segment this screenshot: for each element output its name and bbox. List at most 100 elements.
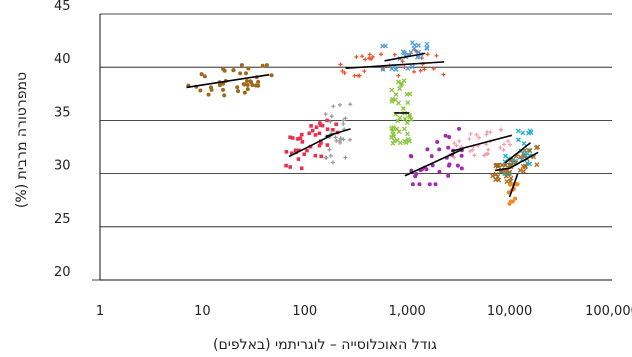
data-point — [452, 155, 457, 160]
data-point — [256, 83, 261, 88]
data-point — [380, 66, 386, 72]
data-point — [310, 128, 315, 133]
data-point — [202, 74, 207, 79]
trend-line — [508, 173, 519, 198]
data-point — [298, 136, 303, 141]
data-point — [299, 166, 304, 171]
data-point — [328, 153, 333, 158]
data-point — [209, 87, 214, 92]
data-point — [397, 115, 403, 121]
data-point — [242, 90, 247, 95]
data-point — [417, 182, 422, 187]
data-point — [447, 134, 452, 139]
data-point — [330, 160, 335, 165]
data-point — [340, 69, 345, 74]
data-point — [288, 165, 293, 169]
data-point — [360, 54, 365, 59]
data-point — [488, 130, 493, 135]
data-point — [325, 127, 330, 131]
data-point — [437, 169, 442, 174]
data-point — [242, 82, 247, 87]
data-point — [437, 147, 442, 152]
data-point — [338, 136, 343, 141]
data-point — [338, 62, 343, 67]
data-point — [390, 128, 396, 134]
data-point — [406, 138, 412, 144]
data-point — [329, 114, 334, 119]
data-point — [393, 66, 399, 72]
x-tick-label: 100 — [292, 304, 317, 319]
y-tick-label: 25 — [54, 212, 71, 227]
data-point — [431, 66, 436, 71]
data-point — [246, 66, 251, 71]
data-point — [455, 163, 460, 168]
data-point — [390, 141, 396, 146]
data-point — [222, 93, 227, 98]
data-point — [424, 45, 430, 51]
data-point — [498, 145, 503, 150]
data-point — [324, 155, 329, 160]
data-point — [400, 105, 406, 111]
y-tick-label: 30 — [54, 159, 71, 174]
data-point — [459, 166, 464, 171]
data-point — [446, 173, 451, 178]
data-point — [427, 182, 432, 187]
data-point — [221, 67, 226, 72]
data-point — [331, 128, 335, 132]
data-point — [470, 147, 475, 152]
data-point — [341, 121, 346, 126]
data-point — [362, 69, 367, 74]
data-point — [533, 145, 539, 151]
data-point — [457, 126, 462, 131]
data-point — [290, 136, 295, 140]
y-axis-title: טמפרטורה מרבית (%) — [14, 72, 30, 208]
data-point — [399, 81, 405, 87]
data-point — [416, 49, 422, 55]
data-point — [401, 126, 407, 132]
data-point — [217, 83, 222, 88]
data-point — [245, 87, 250, 92]
data-point — [238, 71, 243, 76]
data-point — [337, 102, 342, 107]
data-point — [236, 89, 241, 94]
data-point — [328, 119, 333, 124]
data-point — [288, 135, 292, 140]
data-point — [338, 140, 343, 145]
data-point — [313, 133, 318, 137]
data-point — [367, 56, 372, 61]
data-point — [411, 46, 417, 52]
data-point — [284, 163, 288, 168]
data-point — [369, 57, 374, 62]
data-point — [248, 79, 253, 84]
y-tick-label: 20 — [54, 265, 71, 280]
data-point — [405, 131, 410, 137]
data-point — [412, 42, 418, 48]
y-tick-label: 45 — [54, 0, 71, 14]
data-point — [370, 54, 375, 59]
data-point — [354, 54, 359, 59]
data-point — [206, 92, 211, 97]
data-point — [342, 70, 347, 75]
data-point — [507, 182, 512, 187]
data-point — [534, 162, 540, 168]
x-tick-label: 10 — [194, 304, 211, 319]
data-point — [459, 153, 464, 158]
data-point — [524, 160, 530, 166]
data-point — [341, 137, 346, 142]
data-point — [407, 114, 413, 120]
data-point — [319, 141, 323, 145]
data-point — [290, 151, 294, 156]
data-point — [407, 91, 413, 97]
data-point — [446, 145, 451, 150]
data-point — [495, 174, 501, 179]
data-point — [367, 52, 372, 57]
data-point — [221, 81, 226, 86]
data-point — [501, 147, 506, 152]
data-point — [517, 167, 523, 173]
data-point — [413, 174, 418, 179]
data-point — [408, 116, 414, 122]
trend-lines — [186, 52, 539, 198]
data-point — [418, 68, 423, 73]
data-point — [483, 152, 488, 157]
data-point — [521, 141, 527, 146]
